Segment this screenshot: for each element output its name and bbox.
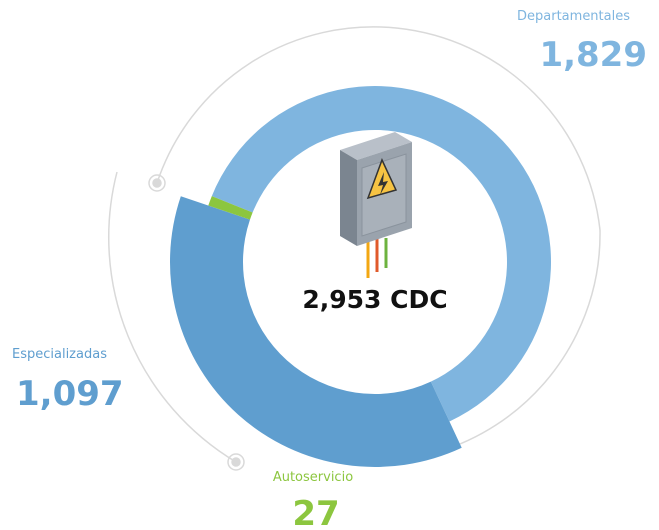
category-label: Departamentales <box>517 9 630 24</box>
box-side <box>340 150 357 246</box>
category-label: Autoservicio <box>273 470 353 485</box>
donut <box>170 86 551 467</box>
value-label: 1,097 <box>16 374 124 414</box>
icon <box>340 132 412 278</box>
center-label: 2,953 CDC <box>302 285 447 314</box>
guide-dot <box>153 179 161 187</box>
chart: 2,953 CDC Departamentales 1,829 Especial… <box>0 0 659 530</box>
category-label: Especializadas <box>12 347 107 362</box>
donut-segment <box>170 196 462 467</box>
value-label: 1,829 <box>539 35 647 75</box>
value-label: 27 <box>292 494 339 530</box>
guide-dot <box>232 458 240 466</box>
